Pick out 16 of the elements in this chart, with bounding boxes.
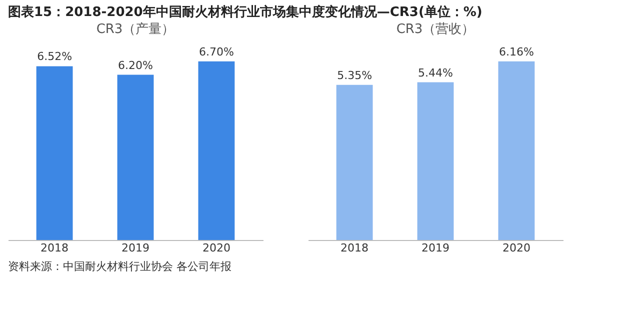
x-tick-label: 2020	[502, 242, 530, 254]
data-label: 6.20%	[118, 58, 153, 72]
chart-title: CR3（产量）	[96, 22, 175, 37]
data-label: 6.52%	[37, 50, 72, 64]
data-label: 6.70%	[198, 45, 234, 58]
x-tick-label: 2019	[122, 242, 150, 254]
x-tick-label: 2018	[340, 242, 369, 254]
x-tick-label: 2018	[40, 242, 69, 254]
data-label: 5.44%	[418, 66, 453, 80]
data-label: 6.16%	[498, 45, 534, 58]
text: 图表15：2018-2020年中国耐火材料行业市场集中度变化情况—CR3(单位：%)	[8, 4, 482, 20]
x-tick-label: 2019	[422, 242, 450, 254]
chart-title: CR3（营收）	[396, 22, 475, 37]
text: 资料来源：中国耐火材料行业协会 各公司年报	[8, 260, 232, 273]
data-label: 5.35%	[337, 68, 372, 82]
x-tick-label: 2020	[202, 242, 230, 254]
